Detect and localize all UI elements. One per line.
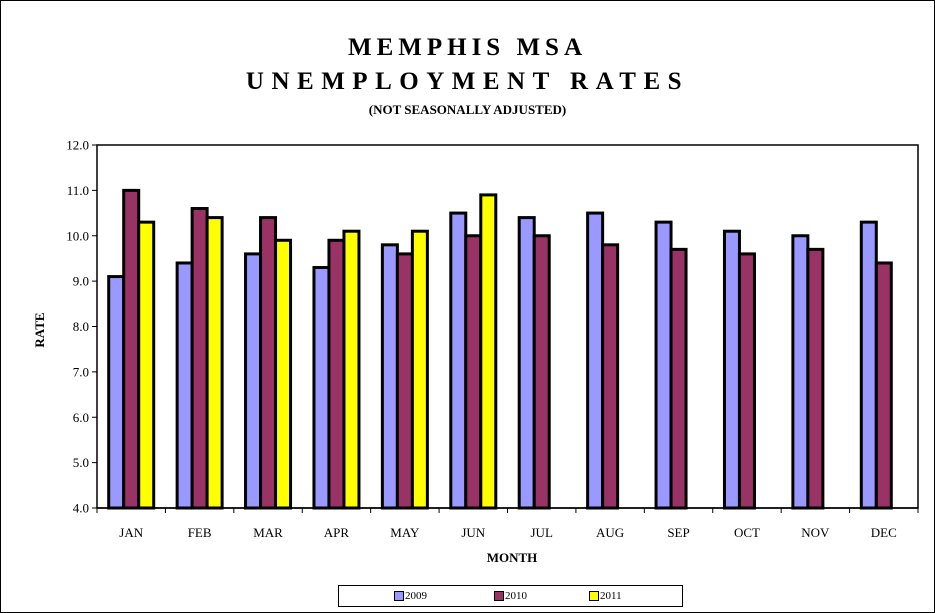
legend-item-2009: 2009 xyxy=(394,590,427,602)
legend: 2009 2010 2011 xyxy=(338,585,683,607)
legend-label: 2010 xyxy=(505,590,527,602)
x-tick-label: FEB xyxy=(188,525,212,540)
legend-swatch xyxy=(494,591,504,601)
plot-border xyxy=(96,144,919,509)
bar-2010 xyxy=(874,261,893,510)
legend-swatch xyxy=(394,591,404,601)
bar-2009 xyxy=(244,252,263,510)
bar-2009 xyxy=(449,211,468,510)
bar-2009 xyxy=(722,229,741,510)
y-tick-label: 7.0 xyxy=(73,364,89,379)
bar-2009 xyxy=(312,266,331,510)
x-tick-label: NOV xyxy=(801,525,830,540)
y-tick-label: 11.0 xyxy=(67,183,89,198)
plot-area: 4.0 5.0 6.0 7.0 8.0 9.0 10.0 11.0 12.0 JAN FEB MAR A… xyxy=(66,138,919,540)
legend-label: 2011 xyxy=(600,590,622,602)
bar-2009 xyxy=(107,275,126,510)
legend-item-2011: 2011 xyxy=(589,590,622,602)
bar-2010 xyxy=(259,216,278,510)
bar-2009 xyxy=(586,211,605,510)
chart-title-line2: UNEMPLOYMENT RATES xyxy=(245,68,690,95)
bar-2009 xyxy=(859,220,878,510)
x-axis-label: MONTH xyxy=(487,550,538,565)
legend-swatch xyxy=(589,591,599,601)
bar-2010 xyxy=(464,234,483,510)
y-tick-label: 10.0 xyxy=(66,228,89,243)
y-tick-label: 9.0 xyxy=(73,274,89,289)
chart-title: MEMPHIS MSA xyxy=(347,34,588,61)
x-tick-label: JUN xyxy=(461,525,485,540)
y-tick-label: 4.0 xyxy=(73,501,89,516)
x-tick-label: APR xyxy=(324,525,350,540)
bar-2010 xyxy=(601,243,620,510)
chart-subtitle: (NOT SEASONALLY ADJUSTED) xyxy=(368,102,567,117)
y-tick-label: 6.0 xyxy=(73,410,89,425)
x-tick-label: AUG xyxy=(596,525,624,540)
bar-2011 xyxy=(410,229,429,510)
x-tick-label: JUL xyxy=(531,525,553,540)
bar-2010 xyxy=(190,207,209,510)
bar-2010 xyxy=(532,234,551,510)
bar-2011 xyxy=(342,229,361,510)
x-tick-label: SEP xyxy=(667,525,689,540)
bar-2011 xyxy=(137,220,156,510)
bar-2010 xyxy=(669,247,688,510)
bar-2010 xyxy=(122,188,141,510)
bar-2010 xyxy=(327,238,346,510)
legend-label: 2009 xyxy=(405,590,427,602)
bar-2010 xyxy=(395,252,414,510)
y-tick-label: 12.0 xyxy=(66,138,89,153)
bar-2011 xyxy=(479,193,498,510)
y-tick-label: 8.0 xyxy=(73,319,89,334)
y-tick-label: 5.0 xyxy=(73,455,89,470)
y-axis-label: RATE xyxy=(32,312,47,347)
bar-2009 xyxy=(380,243,399,510)
bar-2009 xyxy=(654,220,673,510)
x-tick-label: JAN xyxy=(119,525,143,540)
bar-2011 xyxy=(274,238,293,510)
x-tick-label: OCT xyxy=(734,525,760,540)
bar-2009 xyxy=(791,234,810,510)
bar-2010 xyxy=(737,252,756,510)
x-tick-label: DEC xyxy=(871,525,897,540)
bar-2009 xyxy=(517,216,536,510)
bar-2011 xyxy=(205,216,224,510)
legend-item-2010: 2010 xyxy=(494,590,527,602)
bar-2009 xyxy=(175,261,194,510)
x-tick-label: MAR xyxy=(253,525,283,540)
x-tick-label: MAY xyxy=(390,525,420,540)
bar-2010 xyxy=(806,247,825,510)
